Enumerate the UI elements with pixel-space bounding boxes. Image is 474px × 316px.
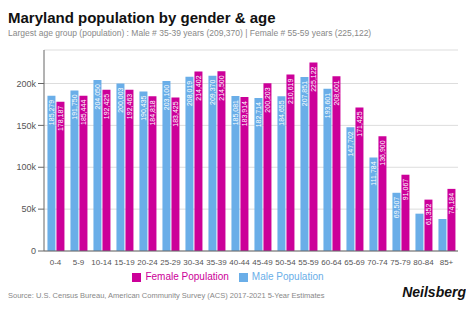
html-text:Female Population: Female Population bbox=[145, 271, 229, 282]
svg-text:192,463: 192,463 bbox=[126, 94, 133, 119]
svg-text:5-9: 5-9 bbox=[73, 258, 85, 267]
svg-text:147,702: 147,702 bbox=[347, 131, 354, 156]
svg-text:0-4: 0-4 bbox=[50, 258, 62, 267]
svg-text:191,750: 191,750 bbox=[71, 94, 78, 119]
svg-text:69,507: 69,507 bbox=[393, 197, 400, 219]
svg-text:55-59: 55-59 bbox=[298, 258, 319, 267]
svg-text:74,184: 74,184 bbox=[448, 193, 455, 215]
html-text:Largest age group (population): Largest age group (population) : Male # … bbox=[8, 28, 372, 38]
svg-text:225,122: 225,122 bbox=[310, 66, 317, 91]
svg-text:35-39: 35-39 bbox=[206, 258, 227, 267]
svg-text:45-49: 45-49 bbox=[252, 258, 273, 267]
svg-text:50-54: 50-54 bbox=[275, 258, 296, 267]
svg-text:209,370: 209,370 bbox=[209, 80, 216, 105]
html-text:Maryland population by gender: Maryland population by gender & age bbox=[8, 9, 276, 26]
svg-text:178,187: 178,187 bbox=[57, 106, 64, 131]
svg-text:91,067: 91,067 bbox=[402, 179, 409, 201]
svg-text:0: 0 bbox=[31, 246, 36, 256]
svg-text:171,425: 171,425 bbox=[356, 111, 363, 136]
svg-text:30-34: 30-34 bbox=[183, 258, 204, 267]
html-text:Male Population: Male Population bbox=[251, 271, 324, 282]
svg-text:204,050: 204,050 bbox=[94, 84, 101, 109]
svg-text:210,619: 210,619 bbox=[287, 79, 294, 104]
svg-text:184,818: 184,818 bbox=[149, 100, 156, 125]
svg-text:111,784: 111,784 bbox=[370, 161, 377, 185]
html-text:Neilsberg: Neilsberg bbox=[402, 284, 466, 300]
svg-text:214,500: 214,500 bbox=[218, 75, 225, 100]
svg-text:185,444: 185,444 bbox=[80, 100, 87, 125]
svg-text:184,655: 184,655 bbox=[278, 100, 285, 125]
svg-text:183,425: 183,425 bbox=[172, 101, 179, 126]
svg-text:136,900: 136,900 bbox=[379, 140, 386, 165]
svg-text:25-29: 25-29 bbox=[160, 258, 181, 267]
svg-text:185,279: 185,279 bbox=[48, 100, 55, 125]
svg-text:60-64: 60-64 bbox=[321, 258, 342, 267]
svg-text:75-79: 75-79 bbox=[390, 258, 411, 267]
svg-text:15-19: 15-19 bbox=[114, 258, 135, 267]
svg-text:185,081: 185,081 bbox=[232, 100, 239, 125]
svg-text:200,203: 200,203 bbox=[264, 87, 271, 112]
svg-text:192,425: 192,425 bbox=[103, 94, 110, 119]
svg-text:85+: 85+ bbox=[440, 258, 454, 267]
svg-text:203,100: 203,100 bbox=[163, 85, 170, 110]
svg-text:207,851: 207,851 bbox=[301, 81, 308, 106]
svg-text:208,601: 208,601 bbox=[333, 80, 340, 105]
svg-text:65-69: 65-69 bbox=[344, 258, 365, 267]
svg-text:214,402: 214,402 bbox=[195, 75, 202, 100]
svg-text:200,003: 200,003 bbox=[117, 87, 124, 112]
svg-text:20-24: 20-24 bbox=[137, 258, 158, 267]
svg-text:80-84: 80-84 bbox=[413, 258, 434, 267]
svg-text:208,019: 208,019 bbox=[186, 81, 193, 106]
html-text:Source: U.S. Census Bureau, Am: Source: U.S. Census Bureau, American Com… bbox=[8, 291, 325, 300]
svg-text:40-44: 40-44 bbox=[229, 258, 250, 267]
svg-text:61,352: 61,352 bbox=[425, 204, 432, 226]
svg-text:10-14: 10-14 bbox=[91, 258, 112, 267]
svg-text:182,714: 182,714 bbox=[255, 102, 262, 127]
svg-text:183,914: 183,914 bbox=[241, 101, 248, 126]
svg-text:100k: 100k bbox=[16, 162, 36, 172]
svg-text:50k: 50k bbox=[21, 204, 36, 214]
svg-text:200k: 200k bbox=[16, 79, 36, 89]
svg-text:190,435: 190,435 bbox=[140, 95, 147, 120]
svg-text:193,601: 193,601 bbox=[324, 93, 331, 118]
svg-text:150k: 150k bbox=[16, 121, 36, 131]
svg-text:70-74: 70-74 bbox=[367, 258, 388, 267]
